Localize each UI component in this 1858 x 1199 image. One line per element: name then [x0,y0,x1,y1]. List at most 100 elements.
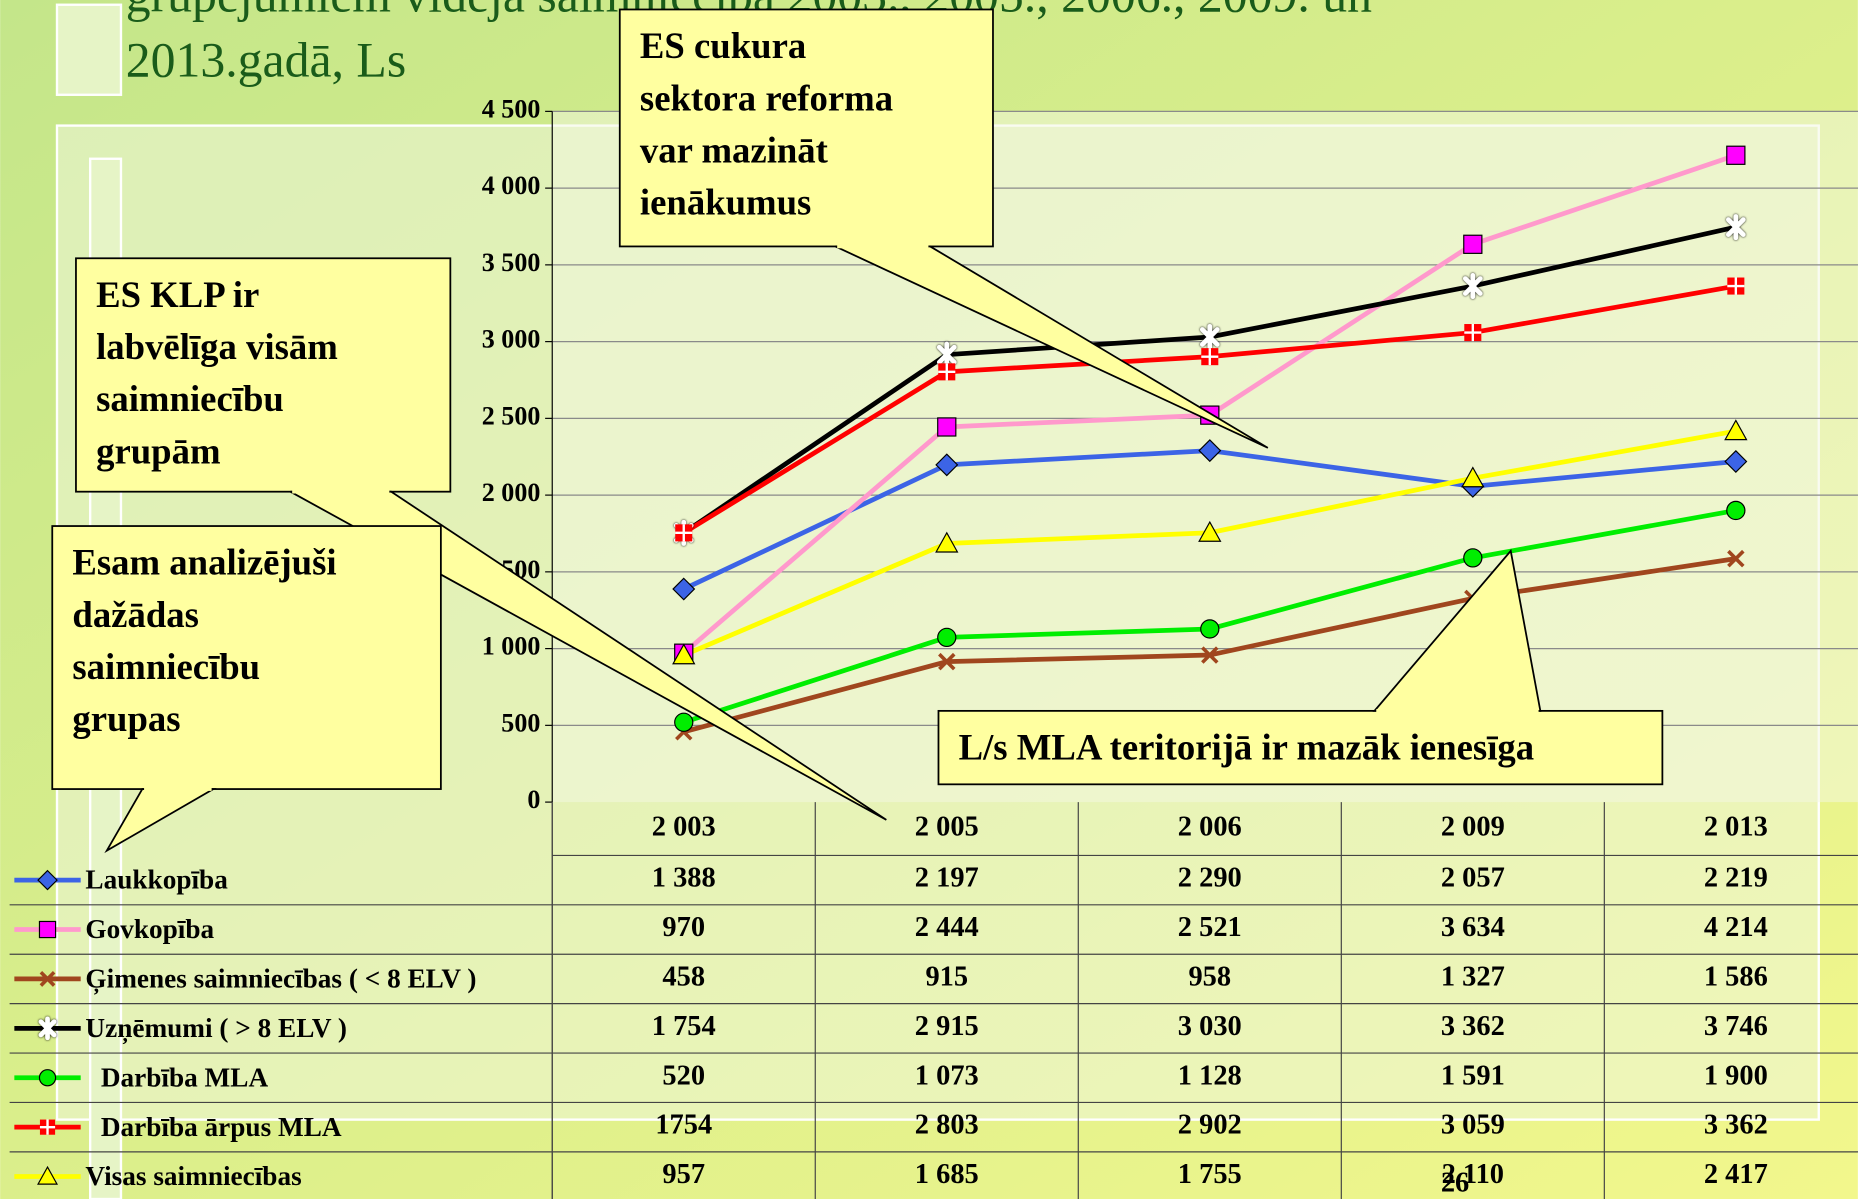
marker-detail [1464,324,1482,342]
legend-label: Govkopība [85,914,214,944]
y-tick-label: 2 500 [482,401,541,430]
data-label: 2 110 [1442,1159,1504,1190]
marker [37,869,58,891]
data-label: 1 128 [1178,1060,1242,1091]
marker [1724,449,1748,473]
data-label: 1 327 [1441,961,1505,992]
data-label: 970 [662,912,705,943]
data-label: 2 902 [1178,1110,1242,1141]
marker [937,417,957,437]
x-tick-label: 2 003 [652,811,716,842]
marker [674,712,694,732]
marker [1201,646,1219,664]
data-label: 2 417 [1704,1159,1768,1190]
marker [38,1069,57,1087]
annotation: ienākumus [640,182,811,223]
annotation: sektora reforma [640,77,893,118]
annotation: L/s MLA teritorijā ir mazāk ienesīga [959,727,1535,768]
y-tick-label: 2 000 [482,478,541,507]
marker-detail [39,1119,56,1135]
marker [1198,439,1222,463]
marker [38,1016,57,1041]
marker [1726,145,1746,165]
y-tick-label: 500 [501,708,540,737]
data-label: 1754 [655,1110,712,1141]
page-number: 26 [1441,1167,1469,1198]
annotation: ES cukura [640,25,806,66]
legend-label: Darbība MLA [101,1062,269,1092]
marker [1199,323,1220,351]
marker [1200,619,1220,639]
annotation: dažādas [72,594,199,635]
y-tick-label: 0 [527,785,540,814]
marker [1724,419,1748,441]
marker [937,627,957,648]
annotation: labvēlīga visām [96,326,338,367]
marker-detail [1201,348,1219,366]
data-label: 4 214 [1704,912,1768,943]
marker [1726,500,1746,521]
data-label: 3 030 [1178,1011,1242,1042]
title: 2013.gadā, Ls [126,33,406,88]
marker [936,341,957,368]
annotation: saimniecību [72,646,260,687]
data-label: 1 685 [915,1159,979,1190]
marker-detail [938,363,956,381]
data-label: 3 059 [1441,1110,1505,1141]
marker [1462,273,1483,300]
data-label: 958 [1188,961,1231,992]
marker [37,1165,59,1185]
marker [1726,214,1746,241]
y-tick-label: 1 000 [482,632,541,661]
data-label: 915 [925,961,968,992]
marker [1198,520,1222,542]
data-label: 1 073 [915,1060,979,1091]
data-label: 520 [662,1060,705,1091]
data-label: 2 803 [915,1110,979,1141]
marker-detail [675,524,693,542]
annotation: saimniecību [96,378,284,419]
legend-label: Laukkopība [85,865,228,895]
data-label: 1 586 [1704,961,1768,992]
data-label: 1 388 [652,863,716,894]
marker [1463,234,1483,254]
callout-box [51,525,442,790]
data-label: 2 219 [1704,863,1768,894]
callout-box [937,709,1664,786]
marker [38,920,57,939]
x-tick-label: 2 006 [1178,811,1242,842]
legend-label: Uzņēmumi ( > 8 ELV ) [85,1013,347,1045]
marker-detail [1727,277,1745,295]
x-tick-label: 2 009 [1441,811,1505,842]
marker [39,971,56,987]
data-label: 1 591 [1441,1060,1505,1091]
marker [935,531,959,553]
marker [1727,549,1745,568]
y-tick-label: 4 000 [482,171,541,200]
annotation: var mazināt [640,129,829,170]
marker [1463,548,1483,568]
data-label: 1 900 [1704,1060,1768,1091]
annotation: grupas [72,698,180,739]
data-label: 3 362 [1441,1011,1505,1042]
data-label: 2 290 [1178,863,1242,894]
data-label: 2 444 [915,912,979,943]
marker [1461,466,1485,488]
marker [935,453,959,477]
data-label: 2 915 [915,1011,979,1042]
marker [938,652,956,671]
annotation: grupām [96,430,220,471]
data-label: 2 057 [1441,863,1505,894]
annotation: Esam analizējuši [72,542,336,583]
data-label: 1 755 [1178,1159,1242,1190]
data-label: 3 362 [1704,1110,1768,1141]
x-tick-label: 2 005 [915,811,979,842]
data-label: 3 746 [1704,1011,1768,1042]
legend-label: Ģimenes saimniecības ( < 8 ELV ) [85,964,476,995]
marker [672,577,696,601]
data-label: 2 197 [915,863,979,894]
y-tick-label: 3 000 [482,325,541,354]
callout-box [618,8,994,248]
callout-box [75,257,452,493]
